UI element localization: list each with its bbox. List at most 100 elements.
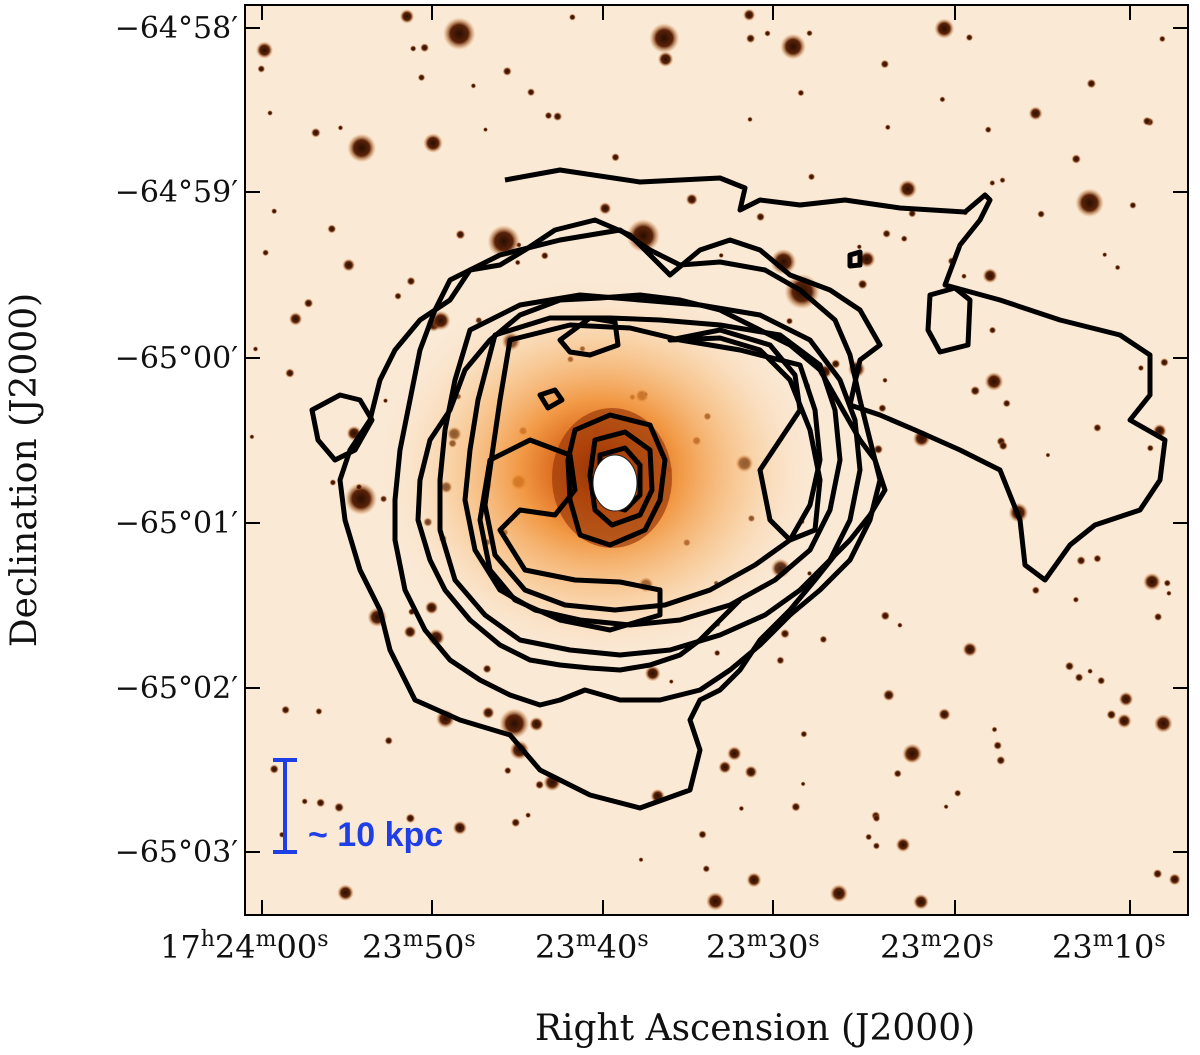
star xyxy=(342,258,356,272)
star xyxy=(452,820,467,835)
star xyxy=(1064,661,1075,671)
star xyxy=(285,368,295,378)
star xyxy=(405,813,416,824)
star xyxy=(984,372,1004,391)
y-axis-title: Declination (J2000) xyxy=(4,293,45,647)
star xyxy=(746,872,762,888)
star xyxy=(483,127,488,133)
star xyxy=(417,73,426,82)
star xyxy=(1075,188,1104,218)
star xyxy=(394,292,402,300)
star xyxy=(1045,452,1051,458)
star xyxy=(1031,586,1040,595)
star xyxy=(1154,714,1173,733)
star xyxy=(502,66,512,76)
star xyxy=(626,219,660,253)
star xyxy=(482,706,495,719)
star xyxy=(880,59,890,69)
star xyxy=(829,884,849,903)
star xyxy=(499,708,530,739)
star xyxy=(337,884,354,901)
image-panel xyxy=(245,5,1188,915)
star xyxy=(882,229,891,238)
star xyxy=(288,312,303,326)
star xyxy=(399,9,415,24)
star xyxy=(785,317,794,325)
star xyxy=(406,276,416,286)
scale-bar-label: ~ 10 kpc xyxy=(308,816,443,854)
star xyxy=(756,212,765,222)
x-tick-label: 23m10s xyxy=(1052,927,1166,966)
star xyxy=(1152,869,1163,879)
star xyxy=(455,229,466,240)
star xyxy=(420,43,430,53)
star xyxy=(1129,201,1137,209)
star xyxy=(1093,423,1102,432)
star xyxy=(1142,116,1152,126)
star xyxy=(1097,676,1106,685)
star xyxy=(525,812,532,819)
contour-small-3 xyxy=(925,285,973,355)
y-axis xyxy=(245,27,1188,853)
star xyxy=(423,133,443,153)
star xyxy=(553,111,563,122)
contour-level-5 xyxy=(482,322,823,613)
star xyxy=(657,51,674,67)
star xyxy=(1146,444,1154,452)
star xyxy=(780,628,790,639)
star xyxy=(908,209,917,218)
star xyxy=(880,611,890,621)
contour-inner-left xyxy=(557,315,621,358)
star xyxy=(267,110,273,116)
star xyxy=(1137,364,1145,372)
star xyxy=(856,244,862,250)
star xyxy=(316,798,326,808)
contour-small-2 xyxy=(309,392,375,463)
star xyxy=(698,830,707,839)
star xyxy=(1028,106,1043,121)
star xyxy=(991,726,998,733)
star xyxy=(895,837,911,853)
contour-level-1 xyxy=(337,167,1168,811)
star xyxy=(900,235,908,243)
star xyxy=(806,570,813,577)
x-tick-label: 23m40s xyxy=(535,927,649,966)
star xyxy=(988,326,997,334)
star xyxy=(999,177,1006,184)
star xyxy=(807,173,816,181)
star xyxy=(384,736,393,745)
contour-inner-right xyxy=(667,327,823,543)
star xyxy=(1160,358,1169,367)
star xyxy=(865,833,873,841)
star xyxy=(649,23,680,54)
contour-core-1 xyxy=(565,412,668,548)
central-source xyxy=(592,454,638,512)
star xyxy=(770,248,797,275)
y-tick-label: −65°02′ xyxy=(115,671,238,706)
contour-level-4 xyxy=(462,315,843,628)
star xyxy=(747,116,753,123)
star xyxy=(638,857,644,863)
star xyxy=(800,730,808,738)
star xyxy=(872,842,881,850)
star xyxy=(1074,673,1084,682)
star xyxy=(611,153,620,162)
star xyxy=(511,818,521,828)
star xyxy=(791,802,801,812)
star xyxy=(961,273,967,280)
star xyxy=(337,125,344,131)
star xyxy=(347,133,377,163)
star xyxy=(470,83,477,89)
star xyxy=(281,705,290,715)
star xyxy=(872,814,881,823)
star xyxy=(1093,554,1102,563)
star xyxy=(568,13,576,21)
x-axis xyxy=(261,5,1131,915)
scale-bar xyxy=(273,758,297,854)
star xyxy=(1163,579,1172,587)
y-tick-label: −65°00′ xyxy=(115,341,238,376)
star xyxy=(780,33,806,60)
star xyxy=(535,780,545,790)
star xyxy=(1158,35,1166,43)
